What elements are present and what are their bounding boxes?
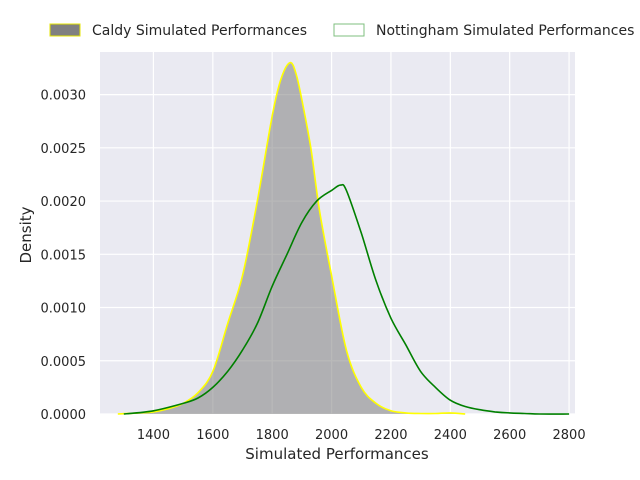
x-tick-label-0: 1400 [137,428,170,443]
y-tick-label-2: 0.0010 [41,302,87,317]
x-tick-label-6: 2600 [493,428,526,443]
caldy-area [117,62,466,415]
series-nottingham [123,183,570,415]
caldy-line [117,61,466,415]
x-tick-label-1: 1600 [196,428,229,443]
legend-label-nottingham: Nottingham Simulated Performances [376,23,634,39]
x-tick-label-2: 1800 [256,428,289,443]
nottingham-line [123,183,570,415]
y-tick-label-4: 0.0020 [41,195,87,210]
y-tick-label-6: 0.0030 [41,89,87,104]
y-tick-label-1: 0.0005 [41,355,87,370]
legend-swatch-nottingham [333,23,365,37]
legend-swatch-caldy [49,23,81,37]
y-ticks: 0.0000 0.0005 0.0010 0.0015 0.0020 0.0025 0.00… [41,89,87,423]
y-tick-label-3: 0.0015 [41,248,87,263]
x-axis-label: Simulated Performances [245,445,429,463]
x-tick-label-3: 2000 [315,428,348,443]
y-tick-label-5: 0.0025 [41,142,87,157]
x-tick-label-5: 2400 [434,428,467,443]
series-caldy [117,61,466,415]
y-tick-label-0: 0.0000 [41,408,87,423]
y-axis-label: Density [17,206,35,263]
x-tick-label-4: 2200 [374,428,407,443]
legend-label-caldy: Caldy Simulated Performances [92,23,307,39]
x-ticks: 1400 1600 1800 2000 2200 2400 2600 2800 [137,428,586,443]
legend: Caldy Simulated Performances Nottingham … [49,23,634,39]
x-tick-label-7: 2800 [553,428,586,443]
